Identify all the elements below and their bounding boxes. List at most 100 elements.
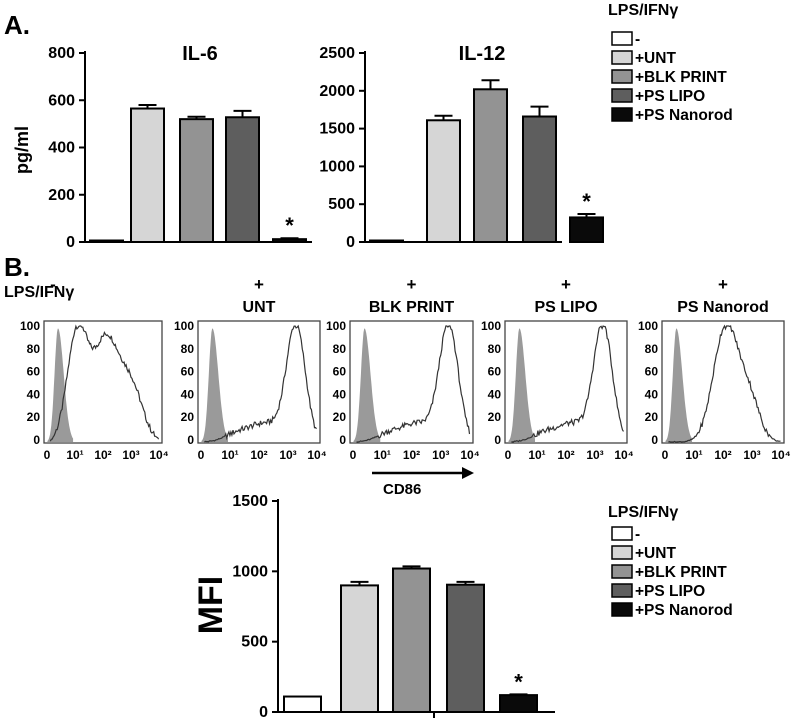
- histogram-x-tick: 10¹: [221, 448, 238, 462]
- y-tick-label: 1500: [319, 121, 355, 138]
- flow-histogram-panel: + PS LIPO 100 80 60 40 20 00 10¹ 10² 10³ 10⁴: [481, 275, 634, 462]
- histogram-y-tick: 0: [33, 433, 40, 447]
- bar: [179, 118, 214, 243]
- legend-bottom: LPS/IFNγ - +UNT +BLK PRINT +PS LIPO +PS Nanor…: [608, 504, 733, 619]
- bar: [340, 584, 379, 714]
- legend-swatch: [611, 545, 633, 560]
- chart-title: IL-12: [459, 43, 506, 65]
- histogram-x-tick: 10⁴: [460, 448, 479, 462]
- bar: [426, 119, 461, 243]
- legend-top: LPS/IFNγ - +UNT +BLK PRINT +PS LIPO +PS Nanor…: [608, 2, 733, 124]
- legend-swatch: [611, 583, 633, 598]
- y-tick-label: 0: [66, 234, 75, 251]
- histogram-y-tick: 0: [494, 433, 501, 447]
- bar: [369, 239, 404, 243]
- histogram-y-tick: 20: [27, 410, 41, 424]
- legend-title: LPS/IFNγ: [608, 504, 678, 521]
- histogram-x-tick: 0: [662, 448, 669, 462]
- bar: [89, 239, 124, 243]
- histogram-y-tick: 80: [333, 342, 347, 356]
- y-tick-label: 2500: [319, 45, 355, 62]
- histogram-x-tick: 0: [505, 448, 512, 462]
- flow-row-label: LPS/IFNγ: [4, 284, 74, 301]
- treatment-sign: +: [718, 275, 728, 294]
- histogram-frame: [504, 320, 628, 444]
- histogram-x-tick: 10²: [403, 448, 420, 462]
- y-axis-label: pg/ml: [12, 126, 32, 174]
- y-tick-label: 400: [48, 140, 75, 157]
- bar: [499, 694, 538, 713]
- treatment-sign: +: [561, 275, 571, 294]
- legend-swatch: [611, 50, 633, 65]
- y-tick-label: 0: [346, 234, 355, 251]
- treatment-sign: +: [407, 275, 417, 294]
- legend-entry: +UNT: [635, 545, 676, 562]
- histogram-x-tick: 10³: [743, 448, 760, 462]
- histogram-y-tick: 0: [651, 433, 658, 447]
- histogram-x-tick: 10¹: [66, 448, 83, 462]
- treatment-label: PS LIPO: [534, 299, 597, 316]
- cd86-histogram: [49, 324, 160, 442]
- y-tick-label: 1500: [232, 493, 268, 510]
- legend-swatch: [611, 602, 633, 617]
- legend-swatch: [611, 526, 633, 541]
- histogram-x-tick: 10³: [122, 448, 139, 462]
- flow-histogram-panel: + UNT 100 80 60 40 20 00 10¹ 10² 10³ 10⁴: [174, 275, 327, 462]
- histogram-y-tick: 20: [333, 410, 347, 424]
- treatment-sign: -: [50, 275, 56, 294]
- histogram-x-tick: 10³: [586, 448, 603, 462]
- histogram-x-tick: 10⁴: [307, 448, 326, 462]
- histogram-y-tick: 80: [488, 342, 502, 356]
- y-tick-label: 600: [48, 92, 75, 109]
- legend-swatch: [611, 69, 633, 84]
- legend-swatch: [611, 31, 633, 46]
- legend-entry: +UNT: [635, 50, 676, 67]
- histogram-y-tick: 0: [187, 433, 194, 447]
- legend-entry: -: [635, 526, 640, 543]
- chart-title: IL-6: [182, 43, 218, 65]
- histogram-frame: [43, 320, 163, 444]
- histogram-y-tick: 0: [339, 433, 346, 447]
- histogram-x-tick: 10²: [557, 448, 574, 462]
- treatment-label: BLK PRINT: [369, 299, 455, 316]
- cd86-histogram: [511, 325, 624, 443]
- histogram-x-tick: 10²: [94, 448, 111, 462]
- histogram-x-tick: 10²: [250, 448, 267, 462]
- histogram-y-tick: 20: [488, 410, 502, 424]
- histogram-y-tick: 100: [326, 319, 346, 333]
- isotype-histogram: [201, 328, 229, 442]
- y-tick-label: 0: [259, 704, 268, 721]
- flow-histogram-panel: + BLK PRINT 100 80 60 40 20 00 10¹ 10² 10³ 10⁴: [326, 275, 480, 462]
- histogram-y-tick: 100: [481, 319, 501, 333]
- panel-a-label: A.: [4, 10, 30, 40]
- histogram-y-tick: 40: [645, 387, 659, 401]
- bar: [283, 695, 322, 714]
- histogram-y-tick: 100: [20, 319, 40, 333]
- histogram-x-tick: 10¹: [374, 448, 391, 462]
- il12-bar-chart: 0 500 1000 1500 2000 2500 IL-12 *: [319, 43, 604, 251]
- flow-histogram-panel: - 100 80 60 40 20 00 10¹ 10² 10³ 10⁴: [20, 275, 169, 462]
- histogram-x-tick: 0: [350, 448, 357, 462]
- histogram-frame: [349, 320, 474, 444]
- legend-entry: +PS LIPO: [635, 583, 705, 600]
- legend-entry: +BLK PRINT: [635, 564, 727, 581]
- cd86-arrow-head: [462, 467, 474, 479]
- flow-histogram-panel: + PS Nanorod 100 80 60 40 20 00 10¹ 10² 10³ 10⁴: [638, 275, 791, 462]
- legend-entry: +PS Nanorod: [635, 602, 733, 619]
- bar: [446, 583, 485, 713]
- significance-marker: *: [582, 189, 591, 214]
- bar: [272, 238, 307, 243]
- bar: [569, 216, 604, 243]
- histogram-y-tick: 20: [181, 410, 195, 424]
- histogram-y-tick: 80: [181, 342, 195, 356]
- cd86-label: CD86: [383, 481, 421, 498]
- y-tick-label: 1000: [319, 158, 355, 175]
- histogram-x-tick: 0: [44, 448, 51, 462]
- significance-marker: *: [514, 669, 523, 694]
- legend-swatch: [611, 564, 633, 579]
- isotype-histogram: [353, 328, 381, 442]
- histogram-y-tick: 40: [488, 387, 502, 401]
- bar: [473, 88, 508, 244]
- treatment-label: UNT: [243, 299, 276, 316]
